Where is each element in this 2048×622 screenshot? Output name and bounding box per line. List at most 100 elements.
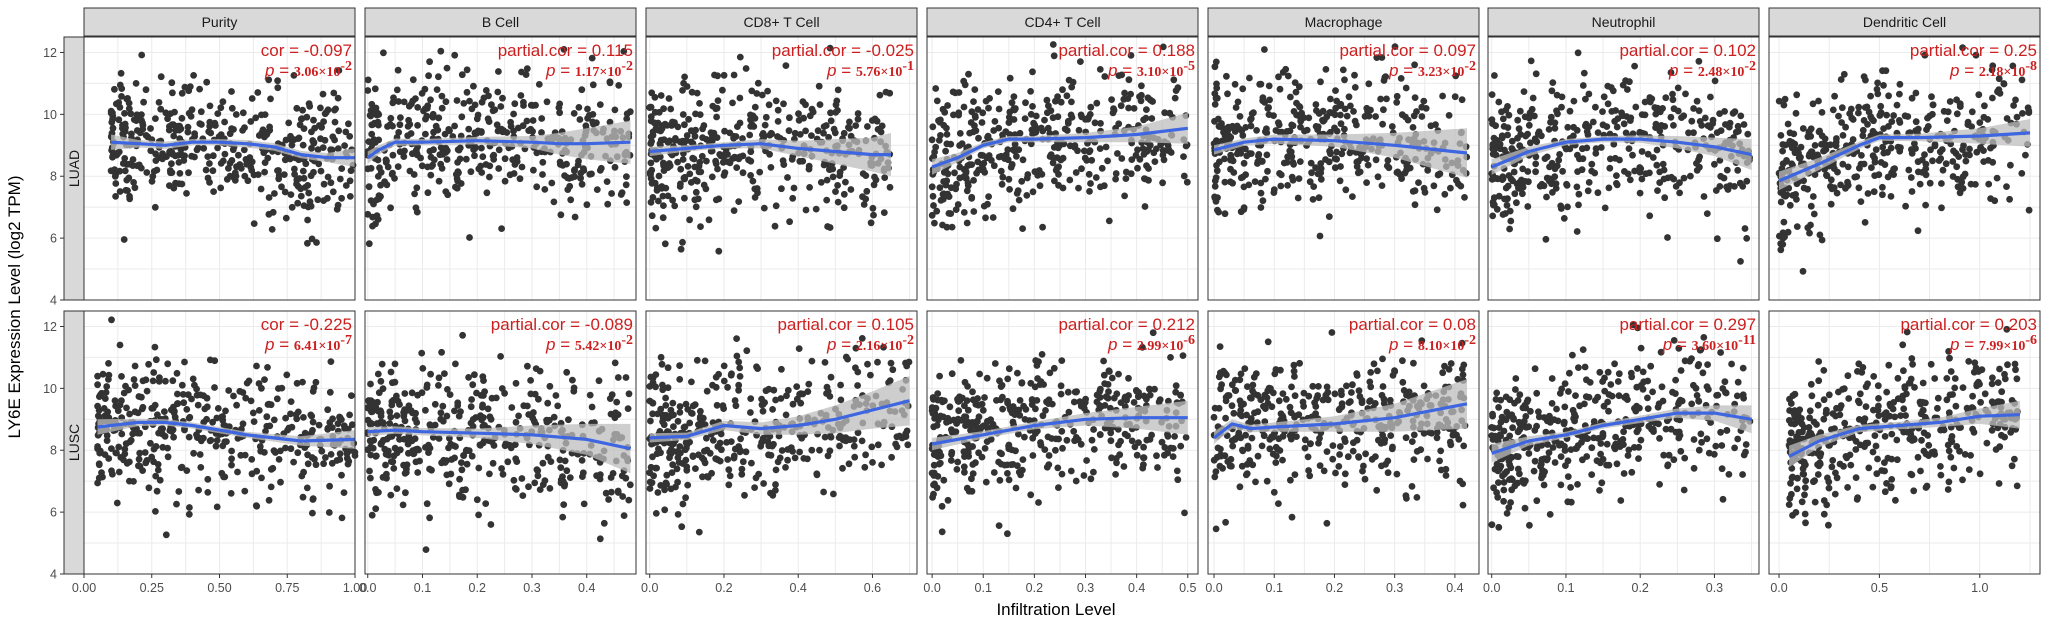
fit-line — [1213, 137, 1468, 155]
point — [1296, 103, 1304, 111]
point — [749, 177, 757, 185]
point — [736, 373, 744, 380]
point — [556, 109, 563, 117]
point — [1533, 138, 1541, 146]
point — [501, 177, 509, 185]
panel-lusc-macrophage: partial.cor = 0.08p = 8.10×10-2 — [1207, 310, 1480, 575]
point — [1180, 172, 1188, 180]
point — [538, 115, 546, 122]
point — [786, 218, 793, 226]
point — [435, 177, 443, 185]
point — [467, 403, 475, 411]
point — [817, 179, 825, 186]
point — [1141, 203, 1149, 210]
point — [649, 453, 656, 461]
point — [1248, 434, 1256, 442]
point — [1312, 101, 1320, 108]
point — [1096, 66, 1104, 73]
point — [650, 119, 658, 127]
point — [536, 486, 544, 493]
point — [1421, 188, 1429, 196]
point — [954, 201, 962, 208]
point — [784, 174, 791, 181]
point — [1259, 94, 1267, 102]
point — [1237, 174, 1245, 182]
point — [454, 399, 462, 407]
point — [414, 469, 422, 476]
point — [391, 360, 399, 368]
point — [1307, 159, 1315, 167]
point — [255, 380, 263, 387]
point — [116, 401, 124, 409]
point — [1672, 183, 1680, 190]
point — [565, 416, 572, 424]
point — [766, 150, 773, 158]
point — [1086, 188, 1093, 195]
point — [1018, 379, 1026, 387]
point — [519, 492, 527, 499]
point — [1143, 106, 1150, 113]
point — [484, 115, 492, 123]
point — [903, 427, 911, 435]
point — [1403, 391, 1410, 399]
point — [317, 135, 324, 143]
point — [329, 188, 337, 196]
point — [930, 202, 937, 209]
point — [679, 238, 686, 246]
point — [588, 54, 596, 62]
point — [735, 155, 743, 163]
point — [1023, 192, 1031, 199]
point — [868, 117, 876, 124]
point — [1270, 112, 1277, 119]
point — [938, 502, 946, 510]
point — [676, 409, 684, 416]
point — [661, 240, 669, 248]
point — [1107, 429, 1115, 437]
point — [1117, 102, 1125, 110]
point — [1121, 89, 1128, 97]
point — [254, 171, 262, 179]
point — [689, 154, 697, 162]
point — [1005, 476, 1013, 484]
point — [1029, 452, 1037, 459]
point — [1570, 97, 1578, 105]
point — [712, 383, 720, 391]
point — [1398, 175, 1405, 183]
point — [1212, 94, 1220, 102]
point — [961, 81, 969, 89]
point — [343, 450, 351, 458]
point — [796, 157, 804, 165]
point — [1437, 447, 1445, 455]
point — [346, 177, 354, 185]
point — [936, 372, 943, 380]
point — [1228, 402, 1236, 410]
point — [1336, 443, 1344, 450]
point — [334, 94, 342, 102]
point — [439, 150, 447, 158]
point — [932, 404, 940, 412]
point — [798, 434, 806, 442]
point — [1019, 456, 1027, 463]
point — [654, 126, 662, 134]
point — [1114, 150, 1121, 157]
point — [1115, 441, 1122, 449]
point — [147, 125, 154, 132]
point — [482, 87, 490, 94]
point — [197, 108, 205, 116]
point — [1884, 173, 1892, 181]
point — [1286, 147, 1294, 155]
point — [1929, 101, 1937, 109]
point — [991, 360, 999, 367]
point — [1660, 166, 1668, 174]
point — [248, 95, 256, 102]
point — [269, 464, 277, 472]
point — [1912, 127, 1920, 134]
point — [786, 114, 793, 122]
point — [121, 155, 129, 162]
point — [1411, 201, 1419, 209]
point — [776, 454, 784, 462]
point — [456, 475, 463, 483]
point — [1021, 416, 1029, 423]
point — [867, 219, 875, 227]
point — [252, 114, 260, 122]
